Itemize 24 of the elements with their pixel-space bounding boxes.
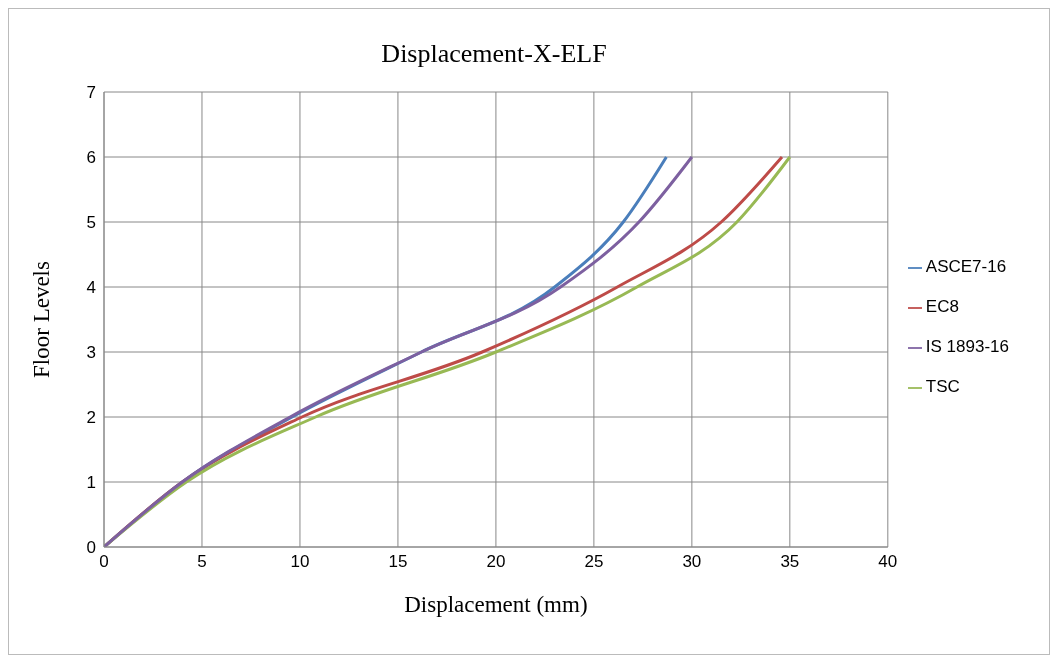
legend-label: TSC <box>925 377 960 396</box>
y-tick-label: 7 <box>86 83 96 103</box>
x-tick-label: 25 <box>584 552 604 572</box>
x-tick-label: 15 <box>388 552 408 572</box>
x-tick-label: 40 <box>878 552 898 572</box>
legend-label: ASCE7-16 <box>925 257 1007 276</box>
x-tick-label: 0 <box>99 552 109 572</box>
y-tick-label: 5 <box>86 213 96 233</box>
x-tick-label: 30 <box>682 552 702 572</box>
x-tick-label: 5 <box>197 552 207 572</box>
chart-title: Displacement-X-ELF <box>380 39 608 69</box>
x-tick-label: 20 <box>486 552 506 572</box>
y-tick-label: 1 <box>86 473 96 493</box>
x-axis-title: Displacement (mm) <box>404 592 588 617</box>
y-tick-label: 4 <box>86 278 96 298</box>
y-axis-title: Floor Levels <box>29 261 55 378</box>
y-tick-label: 3 <box>86 343 96 363</box>
y-tick-label: 0 <box>86 538 96 558</box>
x-tick-label: 35 <box>780 552 800 572</box>
legend-label: IS 1893-16 <box>925 337 1009 356</box>
y-tick-label: 6 <box>86 148 96 168</box>
y-tick-label: 2 <box>86 408 96 428</box>
legend-label: EC8 <box>925 297 959 316</box>
x-tick-label: 10 <box>290 552 310 572</box>
